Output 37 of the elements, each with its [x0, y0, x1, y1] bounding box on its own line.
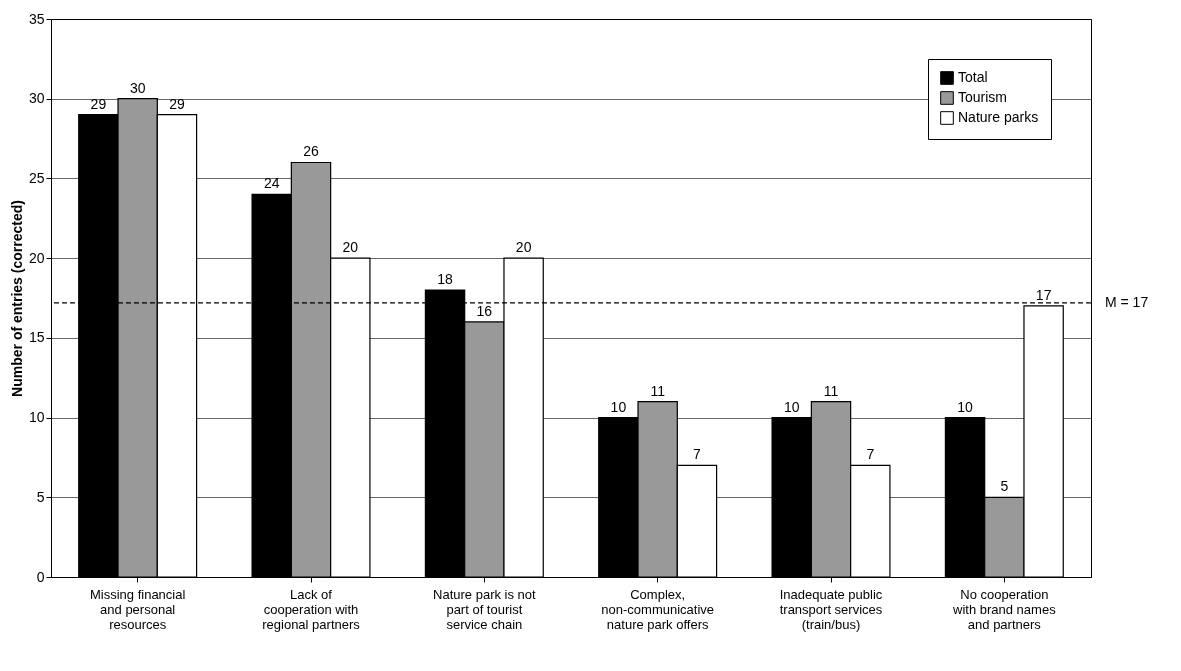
x-tick-label: Lack of cooperation with regional partners	[262, 586, 361, 632]
data-label: 7	[866, 446, 875, 463]
data-label: 29	[90, 95, 107, 112]
y-tick-label: 25	[28, 169, 45, 186]
data-label: 10	[783, 398, 800, 415]
data-label: 18	[437, 271, 454, 288]
y-tick-label: 15	[28, 329, 45, 346]
y-axis-title: Number of entries (corrected)	[8, 200, 25, 397]
data-label: 29	[169, 95, 185, 112]
x-tick-label: Missing financial and personal resources	[89, 586, 186, 632]
data-label: 7	[693, 446, 702, 463]
data-label: 26	[303, 143, 319, 160]
data-label: 11	[650, 382, 666, 399]
data-label: 20	[342, 239, 359, 256]
legend-label: Tourism	[958, 89, 1008, 105]
y-tick-label: 30	[28, 90, 45, 107]
x-tick-label: Inadequate public transport services (train/bus)	[779, 586, 883, 632]
data-label: 24	[263, 175, 280, 192]
data-label: 5	[1000, 478, 1009, 495]
x-tick-label: No cooperation with brand names and partners	[952, 586, 1057, 632]
ref-line-label: M = 17	[1105, 293, 1149, 310]
data-label: 11	[823, 382, 839, 399]
legend-label: Nature parks	[958, 109, 1039, 125]
data-label: 30	[129, 79, 146, 96]
y-tick-label: 35	[28, 10, 45, 27]
legend-label: Total	[958, 69, 988, 85]
data-label: 17	[1035, 286, 1052, 303]
y-tick-label: 5	[36, 488, 45, 505]
data-label: 20	[515, 239, 532, 256]
data-label: 16	[476, 302, 493, 319]
x-tick-label: Complex, non-communicative nature park offers	[601, 586, 715, 632]
data-label: 10	[957, 398, 974, 415]
data-label: 10	[610, 398, 627, 415]
y-tick-label: 10	[28, 409, 45, 426]
y-tick-label: 0	[36, 568, 45, 585]
x-tick-label: Nature park is not part of tourist service chain	[433, 586, 537, 632]
y-tick-label: 20	[28, 249, 45, 266]
